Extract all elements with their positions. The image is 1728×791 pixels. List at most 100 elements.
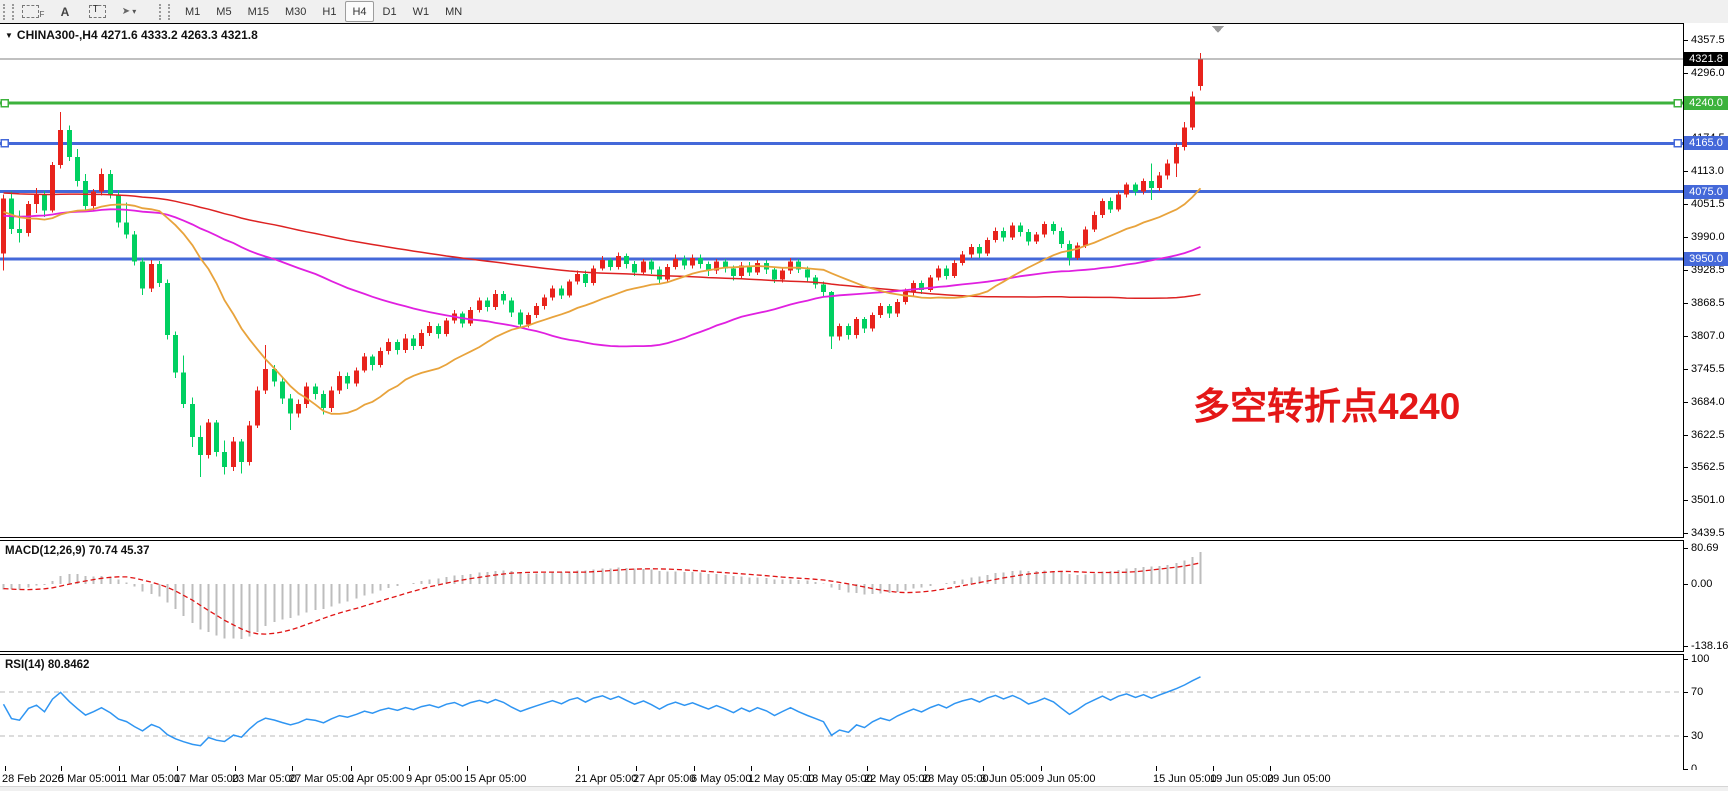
arrows-tool-button[interactable]: ➤ ▾	[117, 2, 141, 21]
candle-body	[829, 292, 834, 337]
candle-body	[534, 306, 539, 316]
candle-body	[493, 293, 498, 308]
level-line-handle[interactable]	[0, 139, 9, 148]
candle-body	[386, 342, 391, 352]
timeframe-button-mn[interactable]: MN	[445, 5, 463, 18]
candle-body	[591, 268, 596, 284]
price-tick-mark	[1684, 645, 1688, 647]
toolbar-drag-handle[interactable]	[3, 3, 14, 20]
fibonacci-tool-button[interactable]: F	[21, 2, 45, 21]
level-line-handle[interactable]	[1673, 139, 1682, 148]
price-tick-label: 3990.0	[1691, 231, 1725, 244]
symbol-ohlc-text: CHINA300-,H4 4271.6 4333.2 4263.3 4321.8	[16, 28, 258, 42]
candle-body	[239, 441, 244, 462]
level-price-badge: 4165.0	[1684, 136, 1728, 151]
timeframe-button-m15[interactable]: M15	[247, 5, 269, 18]
candle-body	[190, 403, 195, 438]
candle-body	[206, 422, 211, 455]
level-price-badge: 4075.0	[1684, 184, 1728, 199]
time-tick-mark	[636, 766, 637, 771]
candle-body	[583, 273, 588, 284]
candle-body	[575, 273, 580, 282]
candle-body	[214, 422, 219, 453]
time-tick-mark	[467, 766, 468, 771]
timeframe-button-m1[interactable]: M1	[185, 5, 201, 18]
candle-body	[755, 263, 760, 273]
time-tick-mark	[351, 766, 352, 771]
candle-body	[739, 265, 744, 277]
price-tick-mark	[1684, 335, 1688, 337]
dropdown-caret-icon[interactable]: ▾	[132, 7, 137, 16]
candle-body	[600, 259, 605, 269]
time-tick-label: 28 Feb 2020	[2, 773, 64, 785]
symbol-dropdown-icon[interactable]: ▼	[5, 30, 13, 40]
text-tool-button[interactable]: T	[85, 2, 109, 21]
timeframe-button-w1[interactable]: W1	[412, 5, 430, 18]
macd-rsi-separator[interactable]	[0, 651, 1684, 655]
candle-body	[296, 403, 301, 414]
candle-body	[181, 372, 186, 404]
time-tick-mark	[292, 766, 293, 771]
candle-body	[690, 257, 695, 266]
candle-body	[444, 320, 449, 335]
price-tick-mark	[1684, 401, 1688, 403]
candle-body	[608, 259, 613, 267]
main-chart-pane[interactable]	[0, 24, 1683, 537]
candle-body	[403, 338, 408, 351]
timeframe-button-m5[interactable]: M5	[216, 5, 232, 18]
timeframe-button-h4[interactable]: H4	[345, 1, 374, 22]
candle-body	[411, 338, 416, 346]
time-tick-label: 15 Jun 05:00	[1153, 773, 1217, 785]
chart-top-border	[0, 23, 1728, 24]
price-tick-label: 3501.0	[1691, 493, 1725, 506]
candle-body	[58, 129, 63, 165]
candle-body	[714, 261, 719, 271]
main-macd-separator[interactable]	[0, 537, 1684, 541]
candle-body	[272, 368, 277, 382]
candle-body	[1100, 200, 1105, 215]
price-scale[interactable]: 4357.54296.04234.54174.54113.04051.53990…	[1684, 23, 1728, 775]
chart-annotation-text[interactable]: 多空转折点4240	[1193, 386, 1461, 427]
candle-body	[960, 254, 965, 264]
ma-slow-line	[3, 192, 1201, 300]
candle-body	[345, 375, 350, 384]
candle-body	[67, 129, 72, 157]
candle-body	[772, 269, 777, 280]
chart-shift-marker[interactable]	[1212, 26, 1224, 33]
candle-body	[468, 309, 473, 324]
macd-pane[interactable]	[0, 541, 1683, 652]
candle-body	[665, 266, 670, 280]
candle-body	[50, 164, 55, 211]
timeframe-button-m30[interactable]: M30	[284, 5, 307, 18]
candle-body	[42, 194, 47, 211]
candle-body	[657, 269, 662, 280]
time-tick-mark	[983, 766, 984, 771]
candle-body	[91, 191, 96, 207]
time-tick-mark	[235, 766, 236, 771]
price-tick-label: 3868.5	[1691, 296, 1725, 309]
timeframe-button-d1[interactable]: D1	[382, 5, 397, 18]
candle-body	[1051, 223, 1056, 231]
level-line-handle[interactable]	[0, 98, 9, 108]
time-scale[interactable]: 28 Feb 2020 5 Mar 05:00 11 Mar 05:00 17 Mar…	[0, 766, 1728, 788]
time-tick-mark	[119, 766, 120, 771]
candle-body	[1165, 163, 1170, 176]
time-tick-label: 17 Mar 05:00	[174, 773, 239, 785]
time-tick-mark	[751, 766, 752, 771]
time-tick-mark	[177, 766, 178, 771]
price-tick-mark	[1684, 270, 1688, 272]
candle-body	[165, 283, 170, 336]
price-tick-mark	[1684, 499, 1688, 501]
price-tick-label: 4113.0	[1691, 165, 1724, 178]
toolbar-separator-handle[interactable]	[159, 3, 170, 20]
candle-body	[854, 319, 859, 336]
candle-body	[1034, 234, 1039, 242]
price-tick-mark	[1684, 368, 1688, 370]
rsi-pane[interactable]	[0, 655, 1683, 770]
candle-body	[1, 198, 6, 254]
macd-label: MACD(12,26,9) 70.74 45.37	[5, 545, 150, 557]
timeframe-button-h1[interactable]: H1	[322, 5, 337, 18]
time-tick-mark	[867, 766, 868, 771]
text-label-tool-button[interactable]: A	[53, 2, 77, 21]
level-line-handle[interactable]	[1673, 98, 1682, 108]
